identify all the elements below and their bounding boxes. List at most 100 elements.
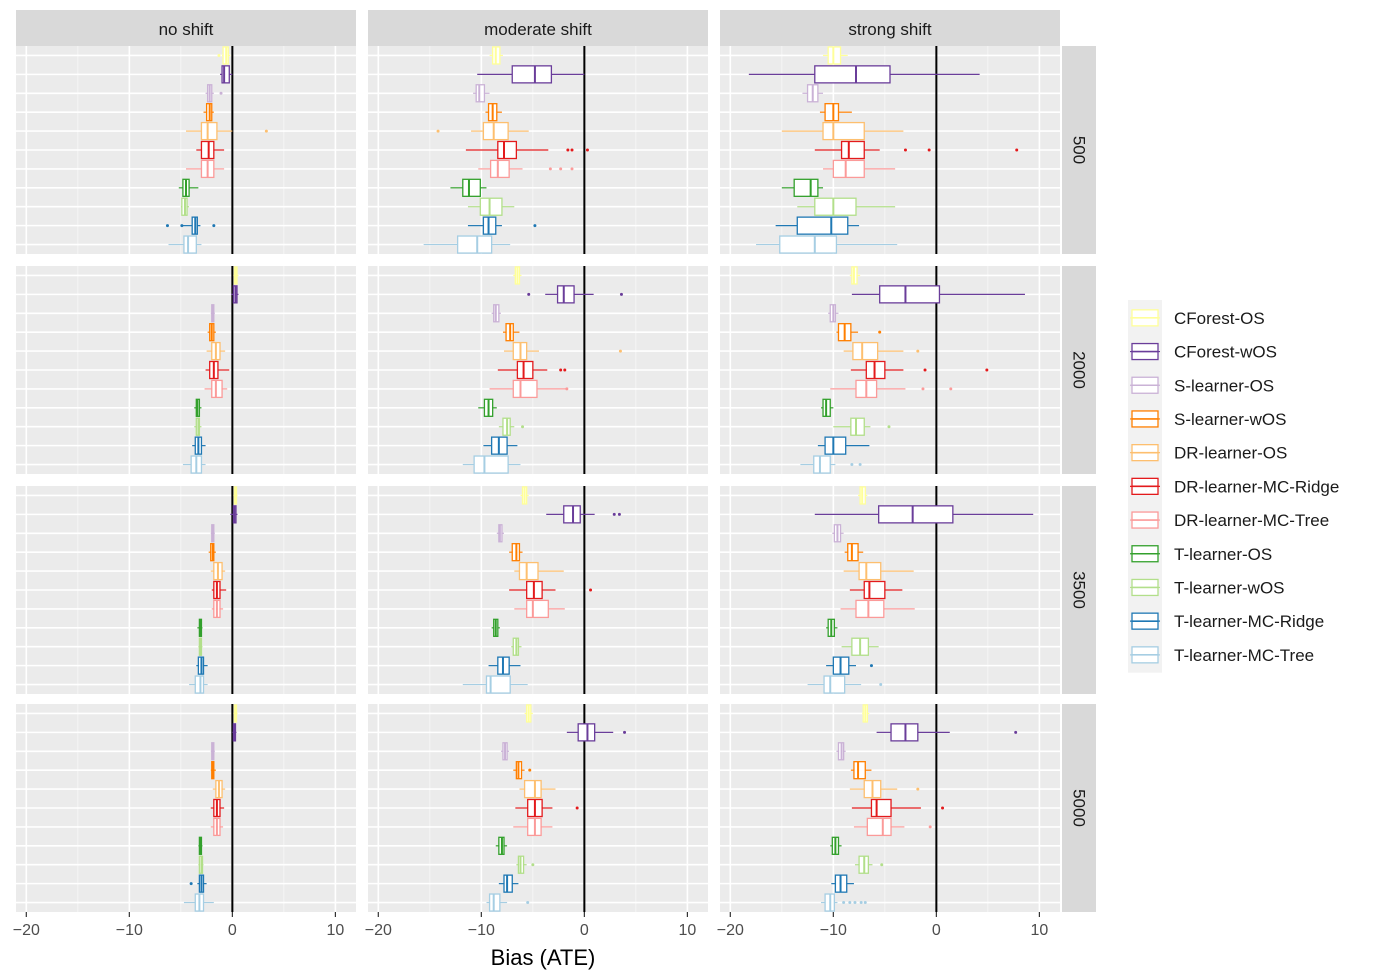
boxplot-t-learner-wos (198, 637, 203, 656)
x-tick-label: −10 (468, 922, 495, 939)
outlier-point (528, 768, 532, 772)
outlier-point (189, 882, 193, 886)
box-iqr (221, 65, 230, 84)
outlier-point (570, 148, 574, 152)
column-strip (16, 10, 356, 46)
outlier-point (559, 368, 563, 372)
boxplot-dr-learner-mc-ridge (851, 798, 945, 818)
boxplot-cforest-wos (230, 505, 238, 524)
boxplot-dr-learner-mc-ridge (850, 360, 989, 380)
outlier-point (842, 901, 846, 905)
boxplot-t-learner-mc-tree (820, 893, 867, 912)
box-iqr (853, 761, 866, 780)
boxplot-t-learner-mc-ridge (189, 874, 207, 893)
outlier-point (1014, 730, 1018, 734)
boxplot-t-learner-mc-ridge (483, 436, 518, 455)
boxplot-s-learner-wos (509, 543, 523, 562)
outlier-point (264, 129, 268, 133)
x-tick-label: 10 (326, 922, 344, 939)
box-iqr (200, 140, 215, 160)
boxplot-s-learner-os (836, 742, 846, 761)
box-iqr (779, 235, 838, 254)
boxplot-cforest-wos (477, 65, 585, 84)
facet-panel (720, 46, 1060, 254)
outlier-point (565, 387, 569, 391)
facet-panel (720, 486, 1060, 694)
outlier-point (619, 292, 623, 296)
boxplot-s-learner-wos (844, 543, 864, 562)
outlier-point (916, 349, 920, 353)
boxplot-s-learner-os (496, 524, 504, 543)
legend-item: DR-learner-MC-Tree (1130, 511, 1329, 530)
boxplot-s-learner-wos (485, 103, 502, 122)
boxplot-dr-learner-os (206, 341, 226, 361)
boxplot-t-learner-mc-ridge (488, 656, 521, 675)
legend-label: T-learner-wOS (1174, 578, 1285, 597)
boxplot-cforest-wos (876, 723, 1018, 742)
legend-label: CForest-wOS (1174, 343, 1277, 362)
outlier-point (848, 901, 852, 905)
legend-label: DR-learner-MC-Ridge (1174, 477, 1339, 496)
box-iqr (503, 874, 513, 893)
box-iqr (890, 723, 919, 742)
column-strip (368, 10, 708, 46)
boxplot-s-learner-wos (203, 103, 214, 122)
legend-item: T-learner-MC-Ridge (1130, 612, 1324, 631)
outlier-point (217, 53, 221, 57)
outlier-point (219, 91, 223, 95)
facet-panel (368, 704, 708, 912)
box-iqr (824, 103, 840, 122)
boxplot-cforest-os (489, 46, 503, 65)
box-iqr (796, 216, 849, 235)
box-iqr (523, 779, 542, 799)
boxplot-s-learner-wos (207, 323, 216, 342)
boxplot-dr-learner-mc-ridge (497, 360, 567, 380)
boxplot-t-learner-wos (198, 855, 204, 874)
x-tick-label: 0 (932, 922, 941, 939)
boxplot-t-learner-os (781, 178, 824, 197)
box-iqr (512, 379, 538, 399)
boxplot-t-learner-mc-ridge (498, 874, 519, 893)
boxplot-dr-learner-mc-ridge (814, 140, 1019, 160)
boxplot-t-learner-os (495, 836, 508, 855)
outlier-point (928, 825, 932, 829)
outlier-point (858, 463, 862, 467)
outlier-point (887, 425, 891, 429)
legend-item: S-learner-wOS (1130, 410, 1286, 429)
outlier-point (563, 368, 567, 372)
boxplot-dr-learner-os (210, 561, 226, 581)
x-tick-label: −20 (717, 922, 744, 939)
legend-label: S-learner-wOS (1174, 410, 1286, 429)
box-iqr (832, 159, 865, 179)
x-tick-label: 0 (580, 922, 589, 939)
boxplot-cforest-os (524, 704, 533, 723)
legend-item: T-learner-OS (1130, 545, 1272, 564)
boxplot-dr-learner-mc-tree (513, 817, 553, 837)
outlier-point (923, 368, 927, 372)
outlier-point (575, 806, 579, 810)
legend-item: T-learner-wOS (1130, 578, 1285, 597)
box-iqr (211, 379, 223, 399)
boxplot-s-learner-os (210, 524, 215, 543)
boxplot-s-learner-wos (850, 761, 872, 780)
outlier-point (617, 512, 621, 516)
boxplot-dr-learner-mc-tree (853, 817, 932, 837)
legend-item: T-learner-MC-Tree (1130, 646, 1314, 665)
boxplot-s-learner-wos (836, 323, 882, 342)
boxplot-s-learner-os (210, 304, 215, 323)
facet-panel (368, 46, 708, 254)
boxplot-t-learner-mc-ridge (192, 436, 206, 455)
outlier-point (927, 148, 931, 152)
row-strip (1062, 266, 1096, 474)
legend-label: DR-learner-MC-Tree (1174, 511, 1329, 530)
outlier-point (526, 901, 530, 905)
boxplot-dr-learner-os (843, 561, 914, 581)
boxplot-s-learner-wos (210, 761, 216, 780)
legend-label: S-learner-OS (1174, 376, 1274, 395)
box-iqr (823, 675, 846, 694)
box-iqr (858, 561, 882, 581)
boxplot-dr-learner-mc-tree (514, 599, 565, 619)
outlier-point (180, 224, 184, 228)
boxplot-t-learner-os (194, 398, 202, 417)
legend: CForest-OS CForest-wOS S-learner-OS S-learn… (1128, 300, 1339, 673)
